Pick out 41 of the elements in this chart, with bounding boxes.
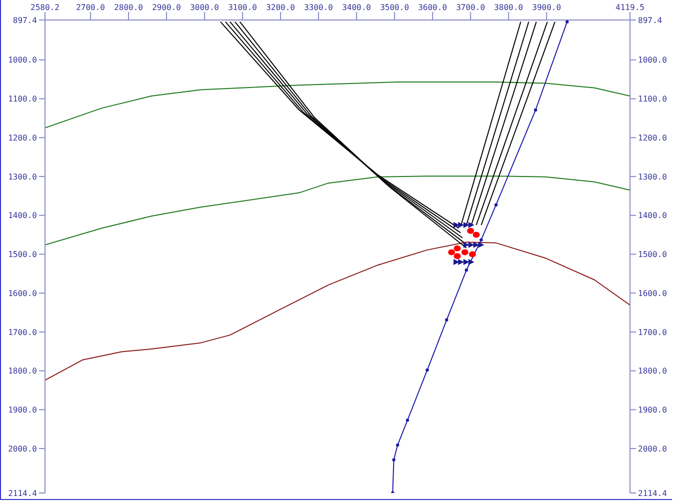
y2-tick-label: 1100.0 bbox=[638, 94, 668, 104]
y-tick-label: 1600.0 bbox=[8, 288, 38, 298]
y2-tick-label: 1600.0 bbox=[638, 288, 668, 298]
x-tick-label: 3500.0 bbox=[380, 3, 410, 12]
x-tick-label: 3000.0 bbox=[190, 3, 220, 12]
x-tick-label: 3800.0 bbox=[494, 3, 524, 12]
y-tick-label: 1000.0 bbox=[8, 56, 38, 65]
x-tick-label: 3900.0 bbox=[532, 3, 562, 12]
y2-tick-label: 1500.0 bbox=[638, 250, 668, 260]
y-tick-label: 1300.0 bbox=[8, 172, 38, 182]
y2-tick-label: 1300.0 bbox=[638, 172, 668, 182]
x-tick-label: 4119.5 bbox=[616, 3, 645, 12]
y-tick-label: 897.4 bbox=[12, 16, 38, 25]
x-tick-label: 3200.0 bbox=[266, 3, 296, 12]
y-tick-label: 2000.0 bbox=[8, 444, 38, 454]
y-tick-label: 1900.0 bbox=[8, 406, 38, 415]
y2-tick-label: 2000.0 bbox=[638, 444, 668, 454]
x-tick-label: 3600.0 bbox=[418, 3, 448, 12]
y2-tick-label: 2114.4 bbox=[638, 488, 668, 498]
x-tick-label: 2700.0 bbox=[76, 3, 106, 12]
y-tick-label: 1500.0 bbox=[8, 250, 38, 260]
x-tick-label: 2580.2 bbox=[30, 3, 60, 12]
y2-tick-label: 1400.0 bbox=[638, 211, 668, 220]
x-tick-label: 2900.0 bbox=[152, 3, 182, 12]
x-tick-label: 3400.0 bbox=[342, 3, 372, 12]
y-tick-label: 1100.0 bbox=[8, 94, 38, 104]
y-tick-label: 1700.0 bbox=[8, 328, 38, 337]
y2-tick-label: 1800.0 bbox=[638, 366, 668, 376]
x-tick-label: 3700.0 bbox=[456, 3, 486, 12]
y2-tick-label: 897.4 bbox=[638, 16, 662, 25]
y2-tick-label: 1200.0 bbox=[638, 133, 668, 142]
x-tick-label: 3300.0 bbox=[304, 3, 334, 12]
y-tick-label: 1800.0 bbox=[8, 366, 38, 376]
y2-tick-label: 1700.0 bbox=[638, 328, 668, 337]
y2-tick-label: 1900.0 bbox=[638, 406, 668, 415]
y-tick-label: 2114.4 bbox=[8, 488, 38, 498]
x-tick-label: 2800.0 bbox=[114, 3, 144, 12]
x-tick-label: 3100.0 bbox=[228, 3, 258, 12]
y-tick-label: 1200.0 bbox=[8, 133, 38, 142]
y-tick-label: 1400.0 bbox=[8, 211, 38, 220]
y2-tick-label: 1000.0 bbox=[638, 56, 668, 65]
